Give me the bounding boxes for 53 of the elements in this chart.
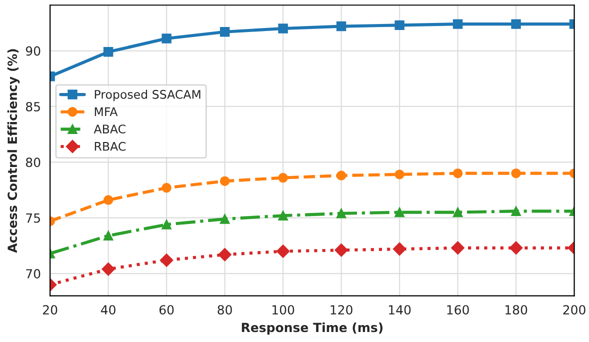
- point: [102, 262, 115, 276]
- point: [452, 19, 463, 29]
- point: [220, 214, 230, 224]
- x-tick-label: 20: [43, 305, 58, 315]
- point: [162, 220, 172, 230]
- point: [278, 24, 288, 34]
- point: [220, 27, 230, 37]
- point: [334, 244, 348, 257]
- point: [103, 47, 114, 57]
- x-tick-label: 100: [272, 305, 294, 315]
- point: [162, 182, 172, 193]
- point: [162, 34, 172, 44]
- point: [451, 241, 464, 255]
- point: [220, 176, 230, 186]
- point: [336, 21, 346, 32]
- point: [394, 20, 404, 30]
- x-tick-label: 160: [447, 305, 469, 315]
- point: [103, 230, 114, 241]
- y-tick-label: 80: [26, 158, 40, 168]
- x-tick-label: 200: [563, 305, 586, 315]
- x-tick-label: 60: [159, 305, 174, 315]
- x-tick-label: 180: [505, 305, 528, 315]
- legend-label: MFA: [94, 107, 118, 116]
- point: [392, 242, 406, 256]
- point: [278, 172, 288, 183]
- point: [509, 241, 523, 255]
- x-axis-title: Response Time (ms): [242, 322, 382, 335]
- legend-label: RBAC: [94, 142, 126, 151]
- x-tick-label: 120: [330, 305, 352, 315]
- y-axis-title: Access Control Efficiency (%): [7, 49, 20, 253]
- legend-label: Proposed SSACAM: [94, 90, 200, 102]
- y-tick-label: 75: [26, 214, 40, 223]
- point: [336, 170, 346, 180]
- point: [394, 207, 404, 218]
- point: [511, 168, 521, 178]
- point: [394, 170, 404, 180]
- y-tick-label: 85: [26, 102, 40, 112]
- point: [452, 168, 463, 178]
- y-tick-label: 70: [26, 269, 40, 278]
- point: [336, 208, 346, 218]
- point: [276, 244, 290, 258]
- x-tick-label: 80: [218, 305, 232, 315]
- point: [103, 195, 114, 205]
- point: [218, 248, 232, 262]
- y-tick-label: 90: [26, 46, 40, 56]
- point: [160, 254, 174, 267]
- point: [452, 207, 463, 218]
- point: [511, 19, 521, 29]
- x-tick-label: 40: [100, 305, 116, 315]
- x-tick-label: 140: [388, 305, 411, 315]
- point: [278, 210, 288, 220]
- point: [511, 206, 521, 216]
- legend-label: ABAC: [94, 124, 126, 134]
